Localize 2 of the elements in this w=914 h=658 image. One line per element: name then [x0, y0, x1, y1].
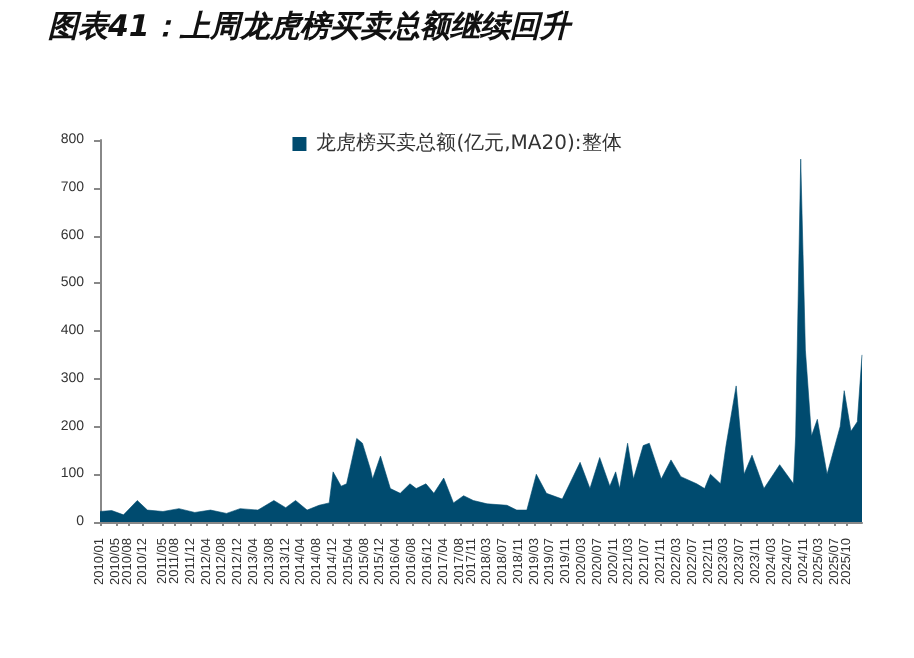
chart-title: 图表41：上周龙虎榜买卖总额继续回升 [48, 8, 570, 46]
legend-label: 龙虎榜买卖总额(亿元,MA20):整体 [316, 131, 622, 155]
